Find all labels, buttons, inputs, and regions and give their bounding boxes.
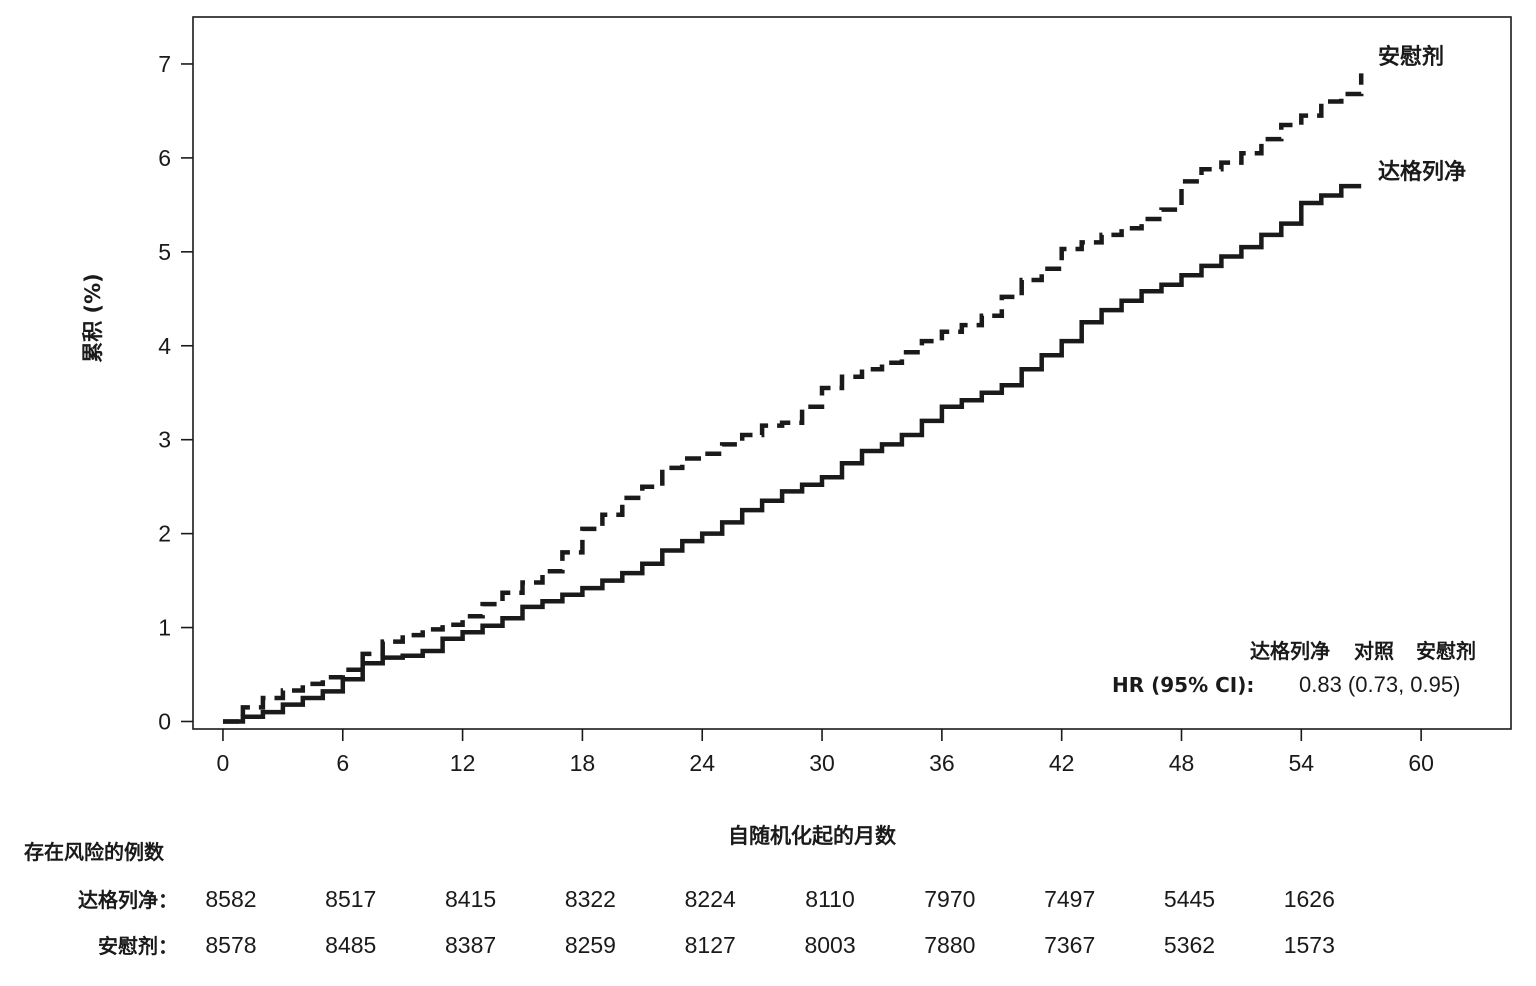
risk-table: 存在风险的例数 达格列净： 安慰剂： 8582 8517 8415 8322 8224 8… (24, 840, 1335, 958)
risk-cell: 8110 (805, 886, 854, 912)
risk-cell: 8578 (205, 932, 256, 958)
risk-cell: 8259 (565, 932, 616, 958)
hr-label: HR (95% CI): (1112, 673, 1254, 697)
risk-cell: 8387 (445, 932, 496, 958)
y-axis-title: 累积 (%) (81, 273, 105, 363)
hr-header-versus: 对照 (1354, 639, 1394, 663)
x-tick-label: 36 (929, 750, 955, 776)
risk-cell: 7367 (1044, 932, 1095, 958)
y-tick-labels: 0 1 2 3 4 5 6 7 (158, 51, 171, 735)
risk-cell: 7880 (924, 932, 975, 958)
hr-value: 0.83 (0.73, 0.95) (1299, 672, 1460, 697)
y-tick-label: 3 (158, 427, 171, 453)
risk-cell: 8415 (445, 886, 496, 912)
risk-cell: 8127 (685, 932, 736, 958)
x-tick-label: 60 (1408, 750, 1434, 776)
axis-ticks (181, 63, 1422, 741)
x-tick-label: 18 (570, 750, 596, 776)
dapagliflozin-curve (223, 183, 1362, 724)
series-label-placebo: 安慰剂 (1378, 44, 1444, 70)
plot-frame (192, 16, 1512, 730)
hr-box: 达格列净 对照 安慰剂 HR (95% CI): 0.83 (0.73, 0.9… (1112, 639, 1476, 697)
y-tick-label: 6 (158, 145, 171, 171)
y-tick-label: 0 (158, 708, 171, 734)
risk-cell: 8224 (685, 886, 736, 912)
hr-header-placebo: 安慰剂 (1416, 639, 1476, 663)
risk-cell: 5445 (1164, 886, 1215, 912)
risk-cell: 5362 (1164, 932, 1215, 958)
risk-cell: 1573 (1284, 932, 1335, 958)
y-tick-label: 4 (158, 333, 171, 359)
placebo-curve (223, 73, 1364, 724)
risk-row-label-placebo: 安慰剂： (98, 934, 178, 958)
y-tick-label: 5 (158, 239, 171, 265)
series-lines (223, 73, 1364, 724)
x-tick-label: 24 (689, 750, 715, 776)
x-tick-labels: 0 6 12 18 24 30 36 42 48 54 60 (217, 750, 1434, 776)
x-tick-label: 12 (450, 750, 476, 776)
x-tick-label: 48 (1169, 750, 1195, 776)
risk-cell: 8517 (325, 886, 376, 912)
x-tick-label: 30 (809, 750, 835, 776)
series-label-dapagliflozin: 达格列净 (1378, 159, 1466, 185)
x-tick-label: 42 (1049, 750, 1075, 776)
risk-cells: 8582 8517 8415 8322 8224 8110 7970 7497 5445 1626… (205, 886, 1335, 958)
risk-cell: 8485 (325, 932, 376, 958)
x-tick-label: 0 (217, 750, 230, 776)
y-tick-label: 1 (158, 615, 171, 641)
risk-cell: 8003 (804, 932, 855, 958)
risk-cell: 8582 (205, 886, 256, 912)
risk-cell: 7970 (924, 886, 975, 912)
risk-cell: 1626 (1284, 886, 1335, 912)
risk-row-label-dapagliflozin: 达格列净： (78, 888, 178, 912)
risk-table-title: 存在风险的例数 (24, 840, 165, 864)
y-tick-label: 2 (158, 521, 171, 547)
x-tick-label: 6 (336, 750, 349, 776)
x-tick-label: 54 (1289, 750, 1315, 776)
risk-cell: 7497 (1044, 886, 1095, 912)
y-tick-label: 7 (158, 51, 171, 77)
hr-header-dapagliflozin: 达格列净 (1250, 639, 1330, 663)
x-axis-title: 自随机化起的月数 (728, 824, 897, 848)
risk-cell: 8322 (565, 886, 616, 912)
